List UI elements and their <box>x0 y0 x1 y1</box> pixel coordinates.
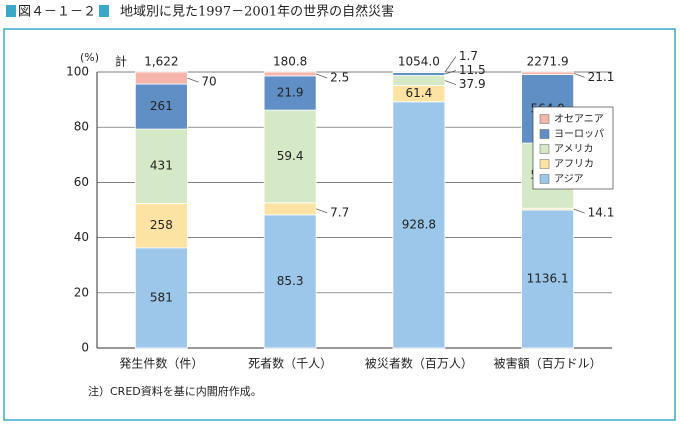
legend-swatch <box>540 160 549 169</box>
total-value: 180.8 <box>273 55 307 69</box>
value-label: 261 <box>150 99 173 113</box>
y-tick-label: 100 <box>66 65 89 79</box>
value-label: 37.9 <box>459 77 486 91</box>
value-label: 11.5 <box>459 63 486 77</box>
y-tick-label: 80 <box>74 120 89 134</box>
legend-label: オセアニア <box>554 113 604 125</box>
y-axis-label: (%) <box>80 51 99 64</box>
chart-title: 地域別に見た1997－2001年の世界の自然災害 <box>120 4 394 20</box>
value-label: 2.5 <box>330 70 349 84</box>
total-label: 計 <box>115 54 127 69</box>
legend-swatch <box>540 115 549 124</box>
value-label: 1136.1 <box>527 271 569 285</box>
y-tick-label: 60 <box>74 175 89 189</box>
value-label: 85.3 <box>277 274 304 288</box>
legend-label: アフリカ <box>554 158 594 170</box>
value-label: 258 <box>150 218 173 232</box>
y-tick-label: 0 <box>81 341 89 355</box>
legend-label: ヨーロッパ <box>554 128 604 140</box>
x-tick-label: 被災者数（百万人） <box>365 356 473 371</box>
header-square <box>6 5 16 17</box>
header-square <box>99 5 109 17</box>
x-tick-label: 死者数（千人） <box>248 356 332 371</box>
legend-label: アメリカ <box>554 143 594 155</box>
x-tick-label: 発生件数（件） <box>119 356 203 371</box>
note: 注）CRED資料を基に内閣府作成。 <box>88 384 262 398</box>
legend-swatch <box>540 175 549 184</box>
bar-segment <box>135 72 187 84</box>
y-tick-label: 20 <box>74 285 89 299</box>
value-label: 21.1 <box>588 70 615 84</box>
value-label: 928.8 <box>402 217 436 231</box>
total-value: 1,622 <box>144 55 178 69</box>
x-tick-label: 被害額（百万ドル） <box>494 356 602 371</box>
bar-segment <box>522 72 574 75</box>
value-label: 7.7 <box>330 205 349 219</box>
figure-number: 図４－１－２ <box>18 5 96 20</box>
value-label: 59.4 <box>277 149 304 163</box>
bar-segment <box>264 72 316 76</box>
value-label: 14.1 <box>588 206 615 220</box>
value-label: 61.4 <box>406 86 433 100</box>
legend-label: アジア <box>554 174 584 185</box>
total-value: 2271.9 <box>527 55 569 69</box>
y-tick-label: 40 <box>74 230 89 244</box>
value-label: 581 <box>150 290 173 304</box>
value-label: 21.9 <box>277 85 304 99</box>
bar-segment <box>393 72 445 75</box>
total-value: 1054.0 <box>398 55 440 69</box>
bar-segment <box>264 203 316 215</box>
bar-segment <box>393 75 445 85</box>
value-label: 1.7 <box>459 49 478 63</box>
legend-swatch <box>540 130 549 139</box>
value-label: 431 <box>150 159 173 173</box>
value-label: 70 <box>201 75 216 89</box>
legend-swatch <box>540 145 549 154</box>
